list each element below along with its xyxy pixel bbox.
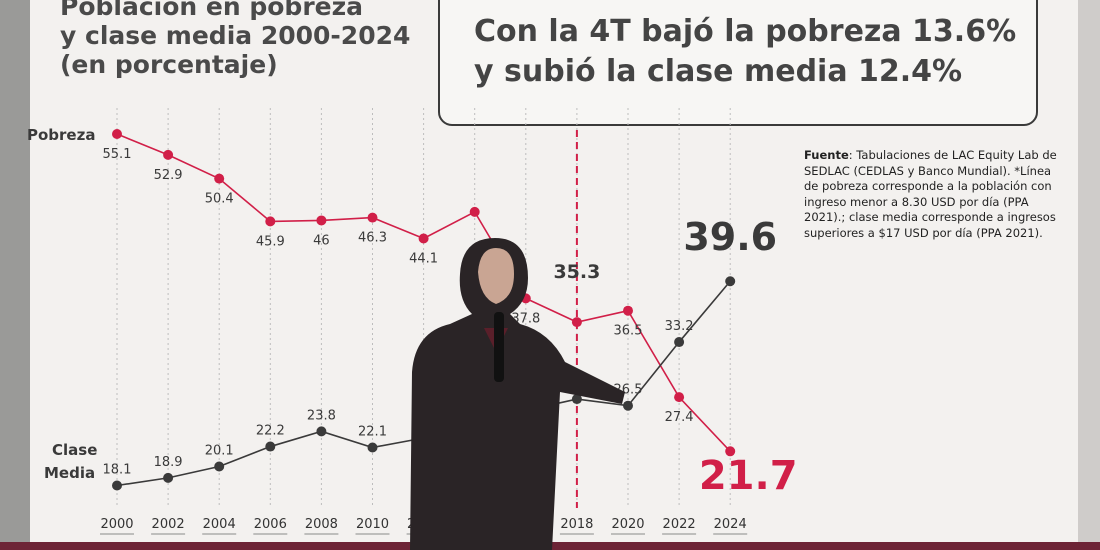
pobreza-label-2006: 45.9 bbox=[256, 234, 285, 249]
pobreza-label-2002: 52.9 bbox=[154, 168, 183, 183]
pobreza-point-2002 bbox=[163, 149, 174, 160]
x-label-2000: 2000 bbox=[100, 517, 133, 532]
source-label: Fuente bbox=[804, 148, 849, 162]
clase-media-point-2018 bbox=[571, 394, 582, 405]
source-note: Fuente: Tabulaciones de LAC Equity Lab d… bbox=[804, 148, 1069, 241]
pobreza-point-2020 bbox=[623, 305, 633, 316]
clase-media-point-2000 bbox=[112, 480, 122, 491]
pobreza-point-2014 bbox=[469, 206, 480, 217]
pobreza-point-2024 bbox=[725, 446, 736, 457]
final-clase-media-value: 39.6 bbox=[683, 215, 777, 259]
clase-media-label-2010: 22.1 bbox=[358, 425, 387, 440]
pobreza-label-2000: 55.1 bbox=[103, 147, 132, 162]
clase-media-label-2022: 33.2 bbox=[665, 319, 694, 334]
pobreza-point-2010 bbox=[367, 212, 378, 223]
clase-media-point-2024 bbox=[725, 276, 736, 287]
presenter-silhouette bbox=[410, 238, 625, 550]
pobreza-label-2004: 50.4 bbox=[205, 192, 234, 207]
clase-media-label-2008: 23.8 bbox=[307, 408, 336, 423]
pobreza-point-2008 bbox=[316, 215, 327, 226]
headline-line-2: y subió la clase media 12.4% bbox=[474, 54, 963, 89]
clase-media-point-2020 bbox=[623, 400, 633, 411]
x-label-2018: 2018 bbox=[560, 517, 593, 532]
pobreza-point-2004 bbox=[214, 173, 225, 184]
chart-title-line-1: Población en pobreza bbox=[60, 0, 364, 21]
x-label-2004: 2004 bbox=[203, 517, 236, 532]
series-label-pobreza: Pobreza bbox=[27, 126, 95, 144]
clase-media-point-2008 bbox=[316, 426, 327, 437]
headline-box: Con la 4T bajó la pobreza 13.6% y subió … bbox=[438, 0, 1038, 126]
pobreza-label-2020: 36.5 bbox=[614, 324, 643, 339]
pobreza-point-2000 bbox=[112, 129, 122, 139]
x-label-2002: 2002 bbox=[152, 517, 185, 532]
clase-media-label-2006: 22.2 bbox=[256, 424, 285, 439]
clase-media-label-2002: 18.9 bbox=[154, 455, 183, 470]
pobreza-point-2018 bbox=[571, 317, 582, 328]
x-label-2010: 2010 bbox=[356, 517, 389, 532]
headline-text: Con la 4T bajó la pobreza 13.6% y subió … bbox=[474, 12, 1016, 92]
left-screen-border bbox=[0, 0, 30, 550]
pobreza-label-2008: 46 bbox=[313, 233, 330, 248]
final-pobreza-value: 21.7 bbox=[699, 453, 798, 499]
headline-line-1: Con la 4T bajó la pobreza 13.6% bbox=[474, 14, 1017, 49]
clase-media-point-2006 bbox=[265, 441, 276, 452]
clase-media-point-2004 bbox=[214, 461, 225, 472]
series-label-clase: Clase bbox=[52, 441, 97, 459]
chart-title-line-3: (en porcentaje) bbox=[60, 50, 278, 79]
pobreza-point-2006 bbox=[265, 216, 276, 227]
clase-media-point-2010 bbox=[367, 442, 378, 453]
pobreza-label-2022: 27.4 bbox=[665, 410, 694, 425]
right-screen-border bbox=[1078, 0, 1100, 550]
x-label-2020: 2020 bbox=[611, 517, 644, 532]
x-label-2024: 2024 bbox=[714, 517, 747, 532]
source-text: : Tabulaciones de LAC Equity Lab de SEDL… bbox=[804, 148, 1057, 240]
clase-media-point-2022 bbox=[674, 337, 685, 348]
x-label-2006: 2006 bbox=[254, 517, 287, 532]
x-label-2022: 2022 bbox=[663, 517, 696, 532]
pobreza-point-2012 bbox=[418, 233, 429, 244]
chart-title-line-2: y clase media 2000-2024 bbox=[60, 21, 411, 50]
clase-media-point-2002 bbox=[163, 472, 174, 483]
x-label-2008: 2008 bbox=[305, 517, 338, 532]
pobreza-point-2022 bbox=[674, 392, 685, 403]
clase-media-label-2004: 20.1 bbox=[205, 444, 234, 459]
pobreza-label-2012: 44.1 bbox=[409, 252, 438, 267]
chart-title: Población en pobreza y clase media 2000-… bbox=[60, 0, 430, 79]
pobreza-label-2010: 46.3 bbox=[358, 231, 387, 246]
series-label-media: Media bbox=[44, 464, 95, 482]
clase-media-label-2000: 18.1 bbox=[103, 463, 132, 478]
marker-value-label: 35.3 bbox=[553, 261, 600, 283]
